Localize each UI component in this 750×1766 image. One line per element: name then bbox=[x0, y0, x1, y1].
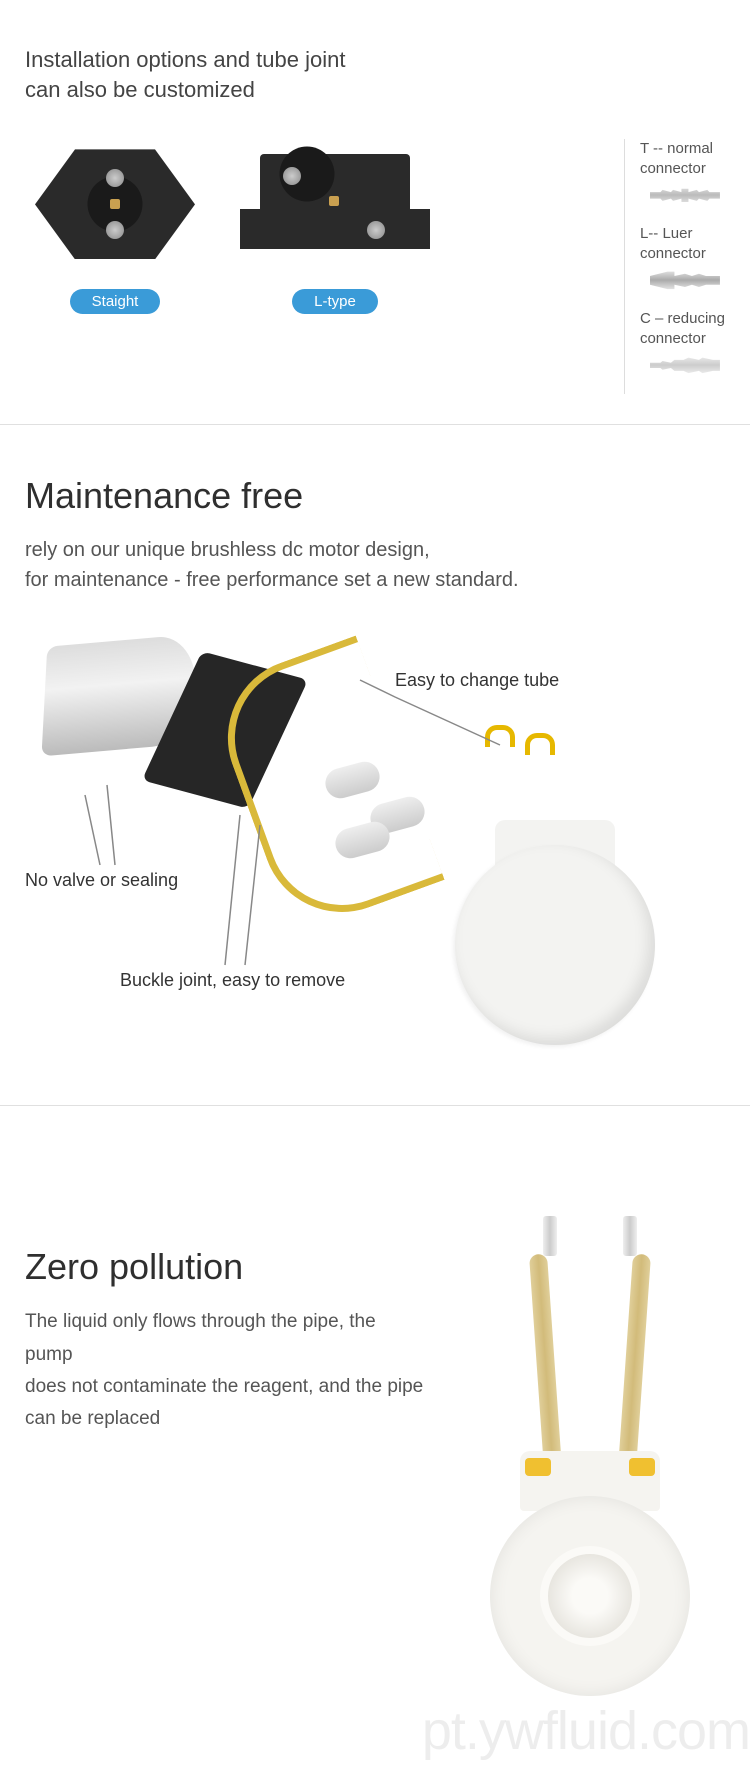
desc-line2: does not contaminate the reagent, and th… bbox=[25, 1371, 425, 1403]
callout-no-valve: No valve or sealing bbox=[25, 870, 178, 891]
pump-straight-illustration bbox=[25, 139, 205, 269]
luer-connector-icon bbox=[650, 269, 720, 291]
intro-text: Installation options and tube joint can … bbox=[25, 45, 725, 104]
connector-l-line1: L-- Luer bbox=[640, 224, 725, 244]
desc-line1: The liquid only flows through the pipe, … bbox=[25, 1306, 425, 1371]
reducer-connector-icon bbox=[650, 354, 720, 376]
callout-easy-change: Easy to change tube bbox=[395, 670, 559, 691]
zero-pollution-text: Zero pollution The liquid only flows thr… bbox=[25, 1216, 425, 1435]
maintenance-free-section: Maintenance free rely on our unique brus… bbox=[0, 425, 750, 1106]
exploded-view-diagram: Easy to change tube No valve or sealing … bbox=[25, 625, 725, 1065]
connector-c-line1: C – reducing bbox=[640, 309, 725, 329]
zero-pollution-section: Zero pollution The liquid only flows thr… bbox=[0, 1106, 750, 1766]
connector-c-line2: connector bbox=[640, 329, 725, 349]
maintenance-sub-line2: for maintenance - free performance set a… bbox=[25, 565, 725, 595]
pump-head-illustration bbox=[455, 845, 655, 1045]
intro-line-1: Installation options and tube joint bbox=[25, 45, 725, 75]
barb-connector-icon bbox=[650, 184, 720, 206]
connector-t-line2: connector bbox=[640, 159, 725, 179]
clip-icon bbox=[485, 725, 515, 747]
pump-option-ltype: L-type bbox=[235, 139, 435, 314]
straight-label: Staight bbox=[70, 289, 161, 314]
maintenance-sub-line1: rely on our unique brushless dc motor de… bbox=[25, 535, 725, 565]
callout-buckle: Buckle joint, easy to remove bbox=[120, 970, 345, 991]
zero-pollution-title: Zero pollution bbox=[25, 1246, 425, 1288]
connectors-column: T -- normal connector L-- Luer connector… bbox=[624, 139, 725, 394]
clip-icon bbox=[525, 733, 555, 755]
pump-option-straight: Staight bbox=[25, 139, 205, 314]
installation-options-section: Installation options and tube joint can … bbox=[0, 0, 750, 425]
rollers-group bbox=[315, 745, 445, 875]
connector-l: L-- Luer connector bbox=[640, 224, 725, 291]
intro-line-2: can also be customized bbox=[25, 75, 725, 105]
ltype-label: L-type bbox=[292, 289, 378, 314]
maintenance-subtitle: rely on our unique brushless dc motor de… bbox=[25, 535, 725, 595]
options-row: Staight L-type T -- normal connector bbox=[25, 139, 725, 394]
zero-pollution-desc: The liquid only flows through the pipe, … bbox=[25, 1306, 425, 1435]
pump-head-product-image bbox=[455, 1216, 725, 1706]
desc-line3: can be replaced bbox=[25, 1403, 425, 1435]
connector-l-line2: connector bbox=[640, 244, 725, 264]
connector-t: T -- normal connector bbox=[640, 139, 725, 206]
connector-c: C – reducing connector bbox=[640, 309, 725, 376]
connector-t-line1: T -- normal bbox=[640, 139, 725, 159]
pump-ltype-illustration bbox=[235, 139, 435, 269]
maintenance-title: Maintenance free bbox=[25, 475, 725, 517]
